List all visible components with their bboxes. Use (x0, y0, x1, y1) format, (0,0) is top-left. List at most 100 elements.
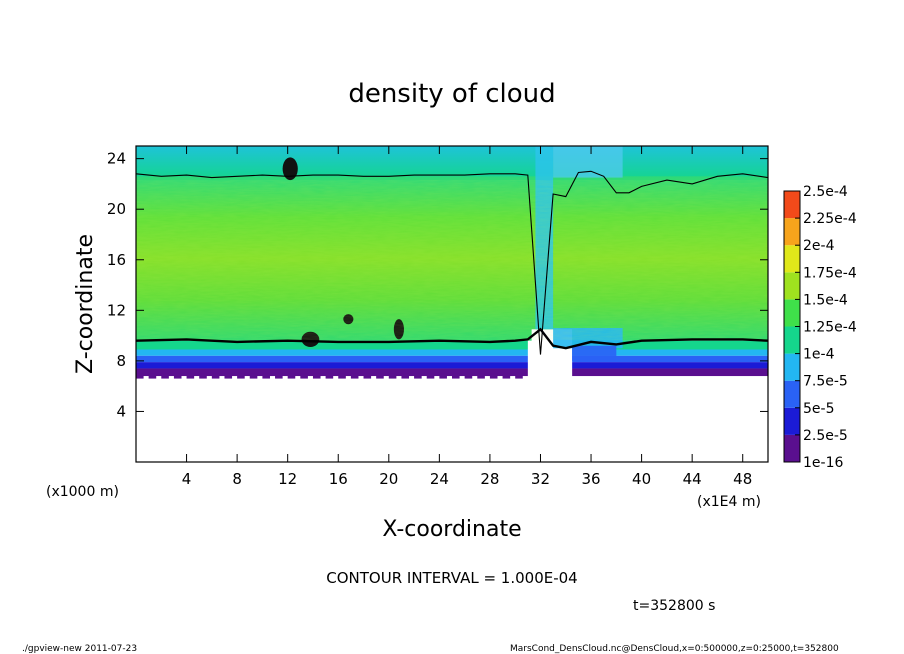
y-unit-label: (x1000 m) (46, 484, 119, 500)
field-base-wave (439, 373, 447, 379)
colorbar-segment (784, 272, 800, 300)
field-base-band-right-0 (572, 340, 768, 350)
colorbar-segment (784, 380, 800, 408)
colorbar-label: 1e-16 (803, 455, 843, 471)
time-label: t=352800 s (633, 598, 715, 614)
field-base-wave (363, 373, 372, 379)
field-base-wave (414, 373, 422, 379)
colorbar-segment (784, 299, 800, 327)
field-base-wave (300, 373, 308, 379)
colorbar-segment (784, 434, 800, 462)
field-base-wave (275, 373, 283, 379)
field-base-wave (502, 373, 511, 379)
field-base-wave (477, 373, 485, 379)
field-base-wave (464, 373, 473, 379)
field-base-wave (211, 373, 220, 379)
colorbar-segment (784, 218, 800, 246)
colorbar-segment (784, 191, 800, 219)
field-base-band-0 (136, 340, 528, 350)
x-tick-label: 4 (182, 470, 192, 488)
field-base-wave (388, 373, 397, 379)
x-tick-label: 44 (683, 470, 702, 488)
field-base-wave (452, 373, 460, 379)
colorbar-label: 1e-4 (803, 347, 835, 363)
field-base-wave (249, 373, 258, 379)
colorbar: 1e-16 2.5e-5 5e-5 7.5e-5 1e-4 1.25e-4 1.5e-4 1.… (783, 184, 857, 471)
field-base-band-right-3 (572, 362, 768, 369)
texture-overlay (136, 180, 768, 340)
colorbar-segment (784, 245, 800, 273)
x-tick-label: 16 (329, 470, 348, 488)
field-plume-top (553, 146, 623, 178)
x-unit-label: (x1E4 m) (697, 494, 761, 510)
field-base-band-right-1 (572, 349, 768, 356)
colorbar-label: 2.25e-4 (803, 211, 857, 227)
field-base-wave (325, 373, 334, 379)
field-base-wave (262, 373, 270, 379)
field-base-wave (186, 373, 195, 379)
x-tick-label: 28 (480, 470, 499, 488)
footer-program: ./gpview-new 2011-07-23 (22, 644, 137, 654)
field-plume-base-dark (572, 345, 617, 361)
colorbar-label: 5e-5 (803, 401, 834, 417)
x-tick-label: 40 (632, 470, 651, 488)
colorbar-label: 2.5e-5 (803, 428, 848, 444)
colorbar-label: 1.25e-4 (803, 320, 857, 336)
plot-frame (135, 145, 769, 463)
field-base-wave (312, 373, 321, 379)
colorbar-label: 1.75e-4 (803, 265, 857, 281)
x-tick-label: 32 (531, 470, 550, 488)
field-base-band-right-4 (572, 368, 768, 377)
field-base-band-3 (136, 362, 528, 369)
y-tick-label: 24 (107, 150, 126, 168)
field-base-wave (237, 373, 245, 379)
colorbar-segment (784, 407, 800, 435)
field-base-wave (148, 373, 157, 379)
field-base-band-1 (136, 349, 528, 356)
contour-interval-text: CONTOUR INTERVAL = 1.000E-04 (326, 569, 577, 587)
x-tick-label: 8 (232, 470, 242, 488)
field-base-wave (136, 373, 144, 379)
field-base-wave (161, 373, 169, 379)
x-tick-label: 24 (430, 470, 449, 488)
chart-title: density of cloud (348, 79, 555, 109)
field-base-wave (376, 373, 384, 379)
field-base-wave (173, 373, 182, 379)
field-base-band-right-2 (572, 355, 768, 363)
x-axis-label: X-coordinate (382, 517, 521, 542)
contour-top (136, 170, 768, 355)
field-base-band-2 (136, 355, 528, 363)
field-base-wave (350, 373, 359, 379)
field-base-band-4 (136, 368, 528, 377)
y-tick-label: 4 (116, 402, 126, 420)
field-base-wave (426, 373, 435, 379)
field-base-wave (489, 373, 498, 379)
field-base-wave (338, 373, 346, 379)
colorbar-label: 2e-4 (803, 238, 835, 254)
field-base-wave (199, 373, 207, 379)
plot-area (136, 146, 768, 462)
y-tick-label: 12 (107, 301, 126, 319)
field-base-wave (515, 373, 523, 379)
colorbar-label: 1.5e-4 (803, 292, 848, 308)
x-tick-label: 36 (581, 470, 600, 488)
x-tick-label: 48 (733, 470, 752, 488)
x-tick-label: 20 (379, 470, 398, 488)
field-base-wave (224, 373, 233, 379)
footer-source: MarsCond_DensCloud.nc@DensCloud,x=0:5000… (510, 644, 839, 654)
y-tick-label: 20 (107, 200, 126, 218)
field-cloud-top (136, 146, 768, 181)
y-axis-label: Z-coordinate (73, 234, 98, 374)
y-tick-label: 16 (107, 251, 126, 269)
colorbar-label: 7.5e-5 (803, 374, 848, 390)
colorbar-segment (784, 326, 800, 354)
field-base-wave (401, 373, 410, 379)
field-clump (282, 157, 298, 181)
contour-bottom (136, 327, 768, 350)
field-base-wave (287, 373, 296, 379)
x-tick-label: 12 (278, 470, 297, 488)
colorbar-segment (784, 353, 800, 381)
colorbar-label: 2.5e-4 (803, 184, 848, 200)
y-tick-label: 8 (116, 352, 126, 370)
